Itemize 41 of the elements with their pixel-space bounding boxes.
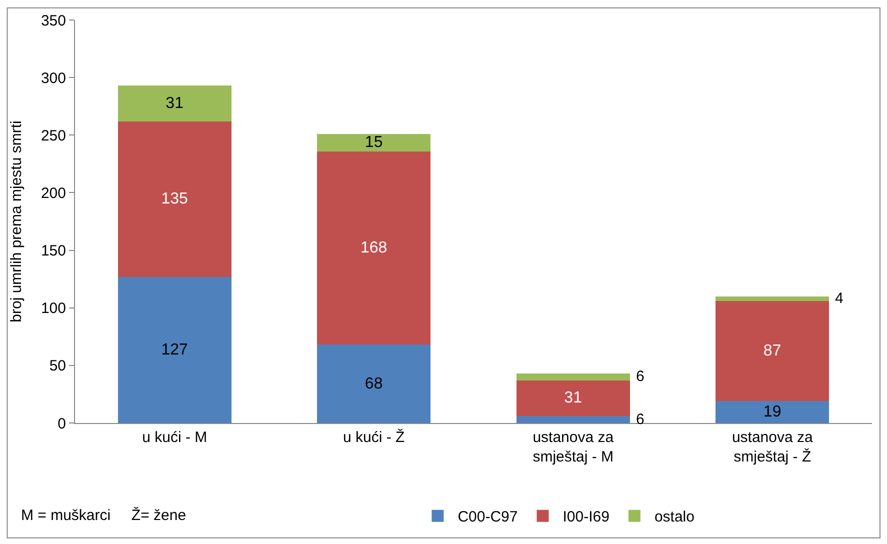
- bar: [716, 296, 830, 301]
- bar: [118, 86, 232, 122]
- y-tick-label: 300: [40, 70, 66, 87]
- data-label: 6: [636, 368, 644, 385]
- x-tick-label: u kući - Ž: [343, 428, 405, 446]
- bar: [317, 134, 431, 152]
- data-label: 68: [364, 375, 383, 392]
- bar: [118, 276, 232, 423]
- bar: [118, 121, 232, 277]
- data-label: 31: [166, 94, 184, 112]
- data-label: 168: [360, 239, 388, 256]
- bar: [317, 344, 431, 423]
- x-tick-label: ustanova za smještaj - Ž: [732, 429, 814, 466]
- bar: [317, 151, 431, 345]
- bar: [516, 373, 630, 380]
- data-label: 135: [161, 190, 188, 208]
- data-label: 31: [564, 390, 582, 407]
- bar: [716, 300, 830, 402]
- x-tick-label: u kući - M: [142, 429, 208, 446]
- legend-label: C00-C97: [458, 508, 518, 526]
- y-tick-label: 250: [40, 127, 66, 144]
- legend-label: ostalo: [654, 508, 694, 526]
- legend-label: I00-I69: [562, 508, 610, 526]
- data-label: 15: [364, 134, 383, 152]
- y-tick-label: 200: [40, 184, 66, 202]
- y-tick-label: 350: [40, 12, 66, 30]
- text: M = muškarci Ž= žene: [21, 506, 186, 524]
- data-label: 19: [763, 404, 782, 421]
- x-tick-label: ustanova za smještaj - M: [532, 429, 614, 466]
- bar: [716, 401, 830, 423]
- y-axis-title: broj umrlih prema mjestu smrti: [8, 120, 26, 322]
- bar: [516, 416, 630, 423]
- data-label: 87: [763, 342, 782, 360]
- data-label: 127: [161, 341, 188, 358]
- y-tick-label: 100: [40, 300, 66, 318]
- data-label: 4: [835, 290, 844, 307]
- data-label: 6: [636, 411, 644, 428]
- y-tick-label: 150: [40, 242, 66, 260]
- y-tick-label: 0: [58, 415, 66, 432]
- bar: [516, 380, 630, 416]
- y-tick-label: 50: [49, 358, 66, 375]
